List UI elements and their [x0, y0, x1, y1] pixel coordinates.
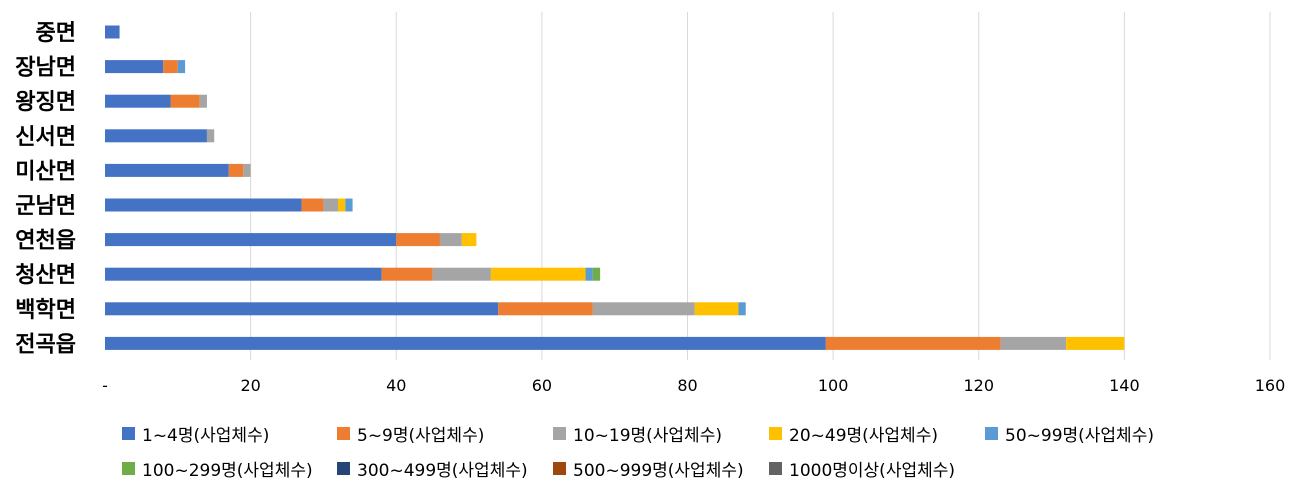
bar-segment: [592, 302, 695, 316]
bar-segment: [585, 267, 593, 281]
x-tick-label: -: [102, 376, 108, 395]
bar-segment: [323, 198, 338, 212]
bar-segment: [170, 94, 200, 108]
bar-segment: [345, 198, 353, 212]
bar-segment: [105, 198, 302, 212]
bar-segment: [105, 336, 826, 350]
bar-segment: [228, 163, 244, 177]
bar-segment: [105, 25, 120, 39]
bar-segment: [498, 302, 593, 316]
category-label: 신서면: [15, 125, 76, 150]
x-tick-label: 140: [1109, 376, 1140, 395]
x-tick-label: 120: [963, 376, 994, 395]
x-tick-label: 60: [532, 376, 552, 395]
bar-segment: [396, 233, 440, 247]
bar-segment: [105, 267, 382, 281]
bar-segment: [490, 267, 586, 281]
bar-segment: [105, 60, 164, 74]
category-label: 백학면: [15, 298, 76, 323]
category-label: 장남면: [15, 56, 76, 81]
bar-segment: [163, 60, 178, 74]
bar-segment: [738, 302, 746, 316]
bar-segment: [592, 267, 601, 281]
bar-segment: [105, 302, 499, 316]
x-tick-label: 80: [677, 376, 697, 395]
bar-segment: [105, 94, 171, 108]
bar-segment: [243, 163, 251, 177]
bar-segment: [105, 233, 397, 247]
bar-segment: [1066, 336, 1125, 350]
bar-segment: [338, 198, 346, 212]
bar-segment: [105, 163, 229, 177]
bar-segment: [461, 233, 477, 247]
bar-segment: [177, 60, 186, 74]
bar-segment: [206, 129, 215, 143]
bar-segment: [105, 129, 207, 143]
bar-segment: [301, 198, 324, 212]
category-label: 중면: [36, 21, 76, 46]
category-label: 미산면: [15, 159, 76, 184]
bar-segment: [1000, 336, 1067, 350]
x-tick-label: 20: [240, 376, 260, 395]
bar-segment: [439, 233, 462, 247]
category-label: 왕징면: [15, 90, 76, 115]
category-label: 군남면: [15, 194, 76, 219]
bar-segment: [694, 302, 739, 316]
bar-segment: [381, 267, 433, 281]
gridlines: [250, 12, 1271, 360]
category-label: 전곡읍: [15, 332, 76, 357]
bar-segment: [199, 94, 207, 108]
x-tick-label: 40: [386, 376, 406, 395]
bar-segment: [825, 336, 1001, 350]
bars: [105, 25, 1125, 350]
category-label: 청산면: [15, 263, 76, 288]
x-axis-tick-labels: - 20 40 60 80 100 120 140 160: [102, 376, 1285, 395]
category-label: 연천읍: [15, 229, 76, 254]
bar-segment: [432, 267, 491, 281]
x-tick-label: 100: [818, 376, 849, 395]
x-tick-label: 160: [1255, 376, 1286, 395]
